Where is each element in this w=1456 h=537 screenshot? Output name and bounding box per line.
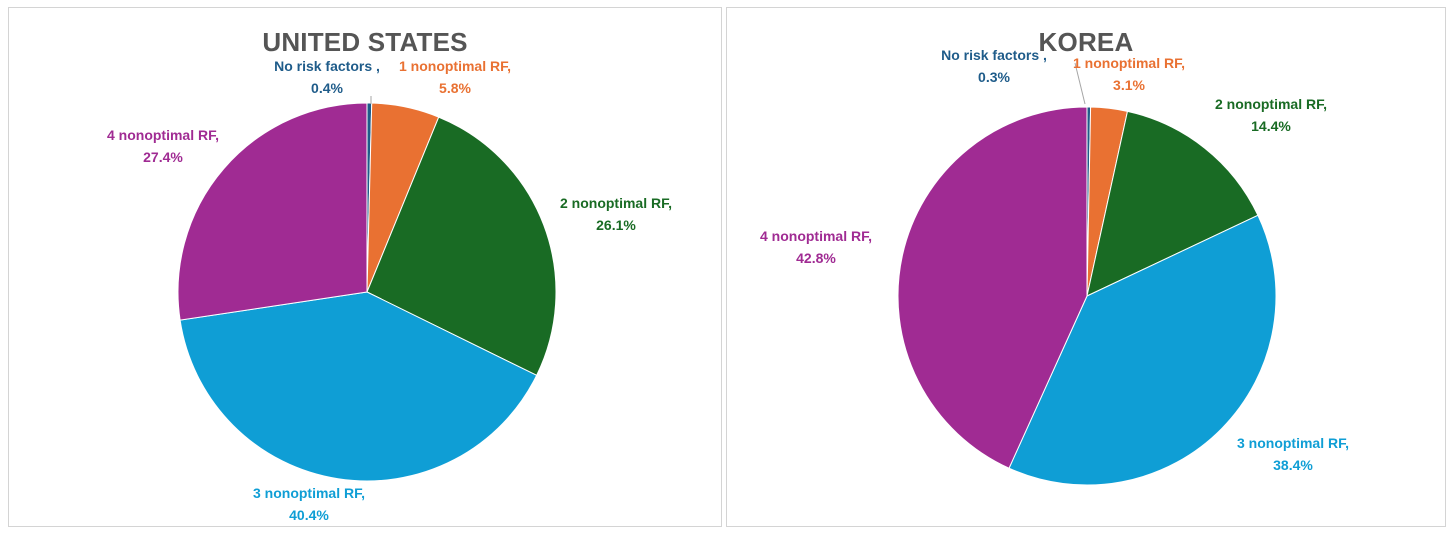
slice-label-value: 27.4% — [143, 149, 183, 165]
slice-data-label: 2 nonoptimal RF, 14.4% — [1215, 96, 1327, 134]
chart-title: UNITED STATES — [262, 27, 468, 57]
slice-label-category: 4 nonoptimal RF, — [107, 127, 219, 143]
slice-label-category: 1 nonoptimal RF, — [399, 58, 511, 74]
chart-title: KOREA — [1038, 27, 1134, 57]
pie-slice — [1086, 110, 1259, 297]
slice-label-value: 3.1% — [1113, 77, 1145, 93]
slice-label-value: 0.3% — [978, 69, 1010, 85]
slice-data-label: No risk factors , 0.3% — [941, 47, 1047, 85]
pie-slice — [1008, 214, 1277, 486]
pie-chart-korea: No risk factors , 0.3% 1 nonoptimal RF, 3.1… — [760, 47, 1349, 486]
slice-label-category: 2 nonoptimal RF, — [560, 195, 672, 211]
pie-slice — [177, 102, 368, 321]
slice-label-category: No risk factors , — [274, 58, 380, 74]
slice-label-value: 14.4% — [1251, 118, 1291, 134]
pie-chart-united-states: No risk factors , 0.4% 1 nonoptimal RF, 5.8… — [107, 58, 672, 523]
leader-line — [1074, 62, 1086, 105]
slice-data-label: 3 nonoptimal RF, 38.4% — [1237, 435, 1349, 473]
chart-panel-united-states: UNITED STATES No risk factors , 0.4% 1 non… — [8, 7, 722, 527]
slice-label-category: 3 nonoptimal RF, — [253, 485, 365, 501]
slice-label-value: 40.4% — [289, 507, 329, 523]
slice-data-label: 2 nonoptimal RF, 26.1% — [560, 195, 672, 233]
slice-label-value: 5.8% — [439, 80, 471, 96]
slice-label-category: 3 nonoptimal RF, — [1237, 435, 1349, 451]
pie-slice — [897, 106, 1088, 469]
slice-data-label: 4 nonoptimal RF, 42.8% — [760, 228, 872, 266]
slice-label-category: 2 nonoptimal RF, — [1215, 96, 1327, 112]
slice-label-value: 42.8% — [796, 250, 836, 266]
slice-data-label: No risk factors , 0.4% — [274, 58, 380, 96]
slice-data-label: 1 nonoptimal RF, 5.8% — [399, 58, 511, 96]
slice-data-label: 3 nonoptimal RF, 40.4% — [253, 485, 365, 523]
slice-data-label: 4 nonoptimal RF, 27.4% — [107, 127, 219, 165]
pie-slice — [366, 116, 557, 377]
slice-label-value: 26.1% — [596, 217, 636, 233]
pie-slice — [179, 291, 538, 482]
slice-label-category: 4 nonoptimal RF, — [760, 228, 872, 244]
slice-label-category: No risk factors , — [941, 47, 1047, 63]
slice-data-label: 1 nonoptimal RF, 3.1% — [1073, 55, 1185, 93]
slice-label-value: 38.4% — [1273, 457, 1313, 473]
chart-panel-korea: KOREA No risk factors , 0.3% 1 nonoptimal … — [726, 7, 1446, 527]
slice-label-category: 1 nonoptimal RF, — [1073, 55, 1185, 71]
slice-label-value: 0.4% — [311, 80, 343, 96]
